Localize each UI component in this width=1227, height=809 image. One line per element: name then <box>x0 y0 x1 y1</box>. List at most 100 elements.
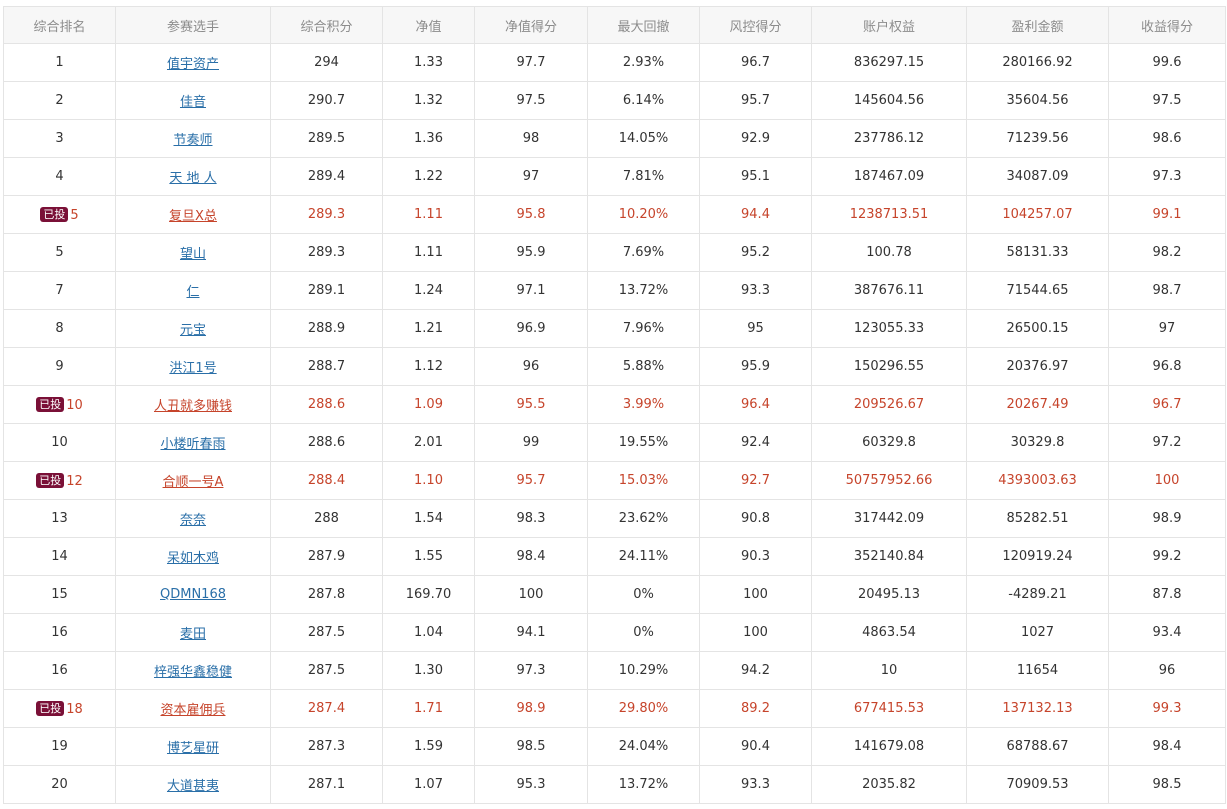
player-link[interactable]: 天 地 人 <box>169 171 217 186</box>
max-drawdown-cell: 10.20% <box>587 195 700 234</box>
max-drawdown-cell: 19.55% <box>587 423 700 462</box>
player-cell: 资本雇佣兵 <box>115 689 271 728</box>
player-link[interactable]: 博艺星研 <box>166 741 219 756</box>
col-header-nav-score[interactable]: 净值得分 <box>474 6 588 44</box>
player-link[interactable]: 资本雇佣兵 <box>160 703 226 718</box>
player-link[interactable]: 小楼听春雨 <box>160 437 226 452</box>
risk-score-cell: 92.4 <box>699 423 812 462</box>
max-drawdown-cell: 23.62% <box>587 499 700 538</box>
invested-badge: 已投 <box>36 700 65 716</box>
nav-score-cell: 98.9 <box>474 689 588 728</box>
nav-cell: 1.32 <box>382 81 475 120</box>
max-drawdown-cell: 3.99% <box>587 385 700 424</box>
rank-value: 13 <box>51 511 68 526</box>
col-header-score[interactable]: 综合积分 <box>270 6 383 44</box>
risk-score-cell: 96.4 <box>699 385 812 424</box>
table-row: 13 奈奈 288 1.54 98.3 23.62% 90.8 317442.09 85282.… <box>3 499 1226 538</box>
return-score-cell: 98.5 <box>1108 765 1226 804</box>
player-link[interactable]: 望山 <box>179 247 206 262</box>
score-cell: 288.4 <box>270 461 383 500</box>
player-link[interactable]: 元宝 <box>179 323 206 338</box>
return-score-cell: 96.8 <box>1108 347 1226 386</box>
score-cell: 287.1 <box>270 765 383 804</box>
player-link[interactable]: 大道甚夷 <box>166 779 219 794</box>
player-link[interactable]: 麦田 <box>179 627 206 642</box>
nav-score-cell: 96.9 <box>474 309 588 348</box>
col-header-risk-score[interactable]: 风控得分 <box>699 6 812 44</box>
score-cell: 287.5 <box>270 651 383 690</box>
profit-cell: 104257.07 <box>966 195 1109 234</box>
risk-score-cell: 95 <box>699 309 812 348</box>
player-cell: 麦田 <box>115 613 271 652</box>
table-row: 已投 18 资本雇佣兵 287.4 1.71 98.9 29.80% 89.2 677415.5… <box>3 689 1226 728</box>
player-link[interactable]: 合顺一号A <box>162 475 224 490</box>
risk-score-cell: 92.9 <box>699 119 812 158</box>
score-cell: 287.8 <box>270 575 383 614</box>
profit-cell: 4393003.63 <box>966 461 1109 500</box>
col-header-max-drawdown[interactable]: 最大回撤 <box>587 6 700 44</box>
table-row: 已投 5 复旦X总 289.3 1.11 95.8 10.20% 94.4 1238713.51… <box>3 195 1226 234</box>
player-link[interactable]: 复旦X总 <box>169 209 217 224</box>
equity-cell: 237786.12 <box>811 119 967 158</box>
equity-cell: 141679.08 <box>811 727 967 766</box>
profit-cell: 34087.09 <box>966 157 1109 196</box>
rank-value: 16 <box>51 625 68 640</box>
rank-value: 18 <box>66 701 83 717</box>
return-score-cell: 87.8 <box>1108 575 1226 614</box>
nav-cell: 1.71 <box>382 689 475 728</box>
col-header-rank[interactable]: 综合排名 <box>3 6 116 44</box>
player-link[interactable]: 值宇资产 <box>166 57 219 72</box>
return-score-cell: 100 <box>1108 461 1226 500</box>
col-header-return-score[interactable]: 收益得分 <box>1108 6 1226 44</box>
nav-cell: 1.59 <box>382 727 475 766</box>
return-score-cell: 99.2 <box>1108 537 1226 576</box>
invested-badge: 已投 <box>36 396 65 412</box>
player-link[interactable]: 呆如木鸡 <box>166 551 219 566</box>
rank-cell: 16 <box>3 651 116 690</box>
nav-cell: 1.54 <box>382 499 475 538</box>
profit-cell: 70909.53 <box>966 765 1109 804</box>
return-score-cell: 97.2 <box>1108 423 1226 462</box>
table-row: 15 QDMN168 287.8 169.70 100 0% 100 20495.13 -428… <box>3 575 1226 614</box>
player-link[interactable]: 佳音 <box>179 95 206 110</box>
profit-cell: -4289.21 <box>966 575 1109 614</box>
return-score-cell: 99.6 <box>1108 43 1226 82</box>
invested-badge: 已投 <box>40 206 69 222</box>
player-link[interactable]: 奈奈 <box>179 513 206 528</box>
rank-cell: 10 <box>3 423 116 462</box>
table-row: 1 值宇资产 294 1.33 97.7 2.93% 96.7 836297.15 280166… <box>3 43 1226 82</box>
player-link[interactable]: 人丑就多赚钱 <box>153 399 232 414</box>
player-link[interactable]: 节奏师 <box>173 133 213 148</box>
max-drawdown-cell: 0% <box>587 613 700 652</box>
equity-cell: 836297.15 <box>811 43 967 82</box>
col-header-equity[interactable]: 账户权益 <box>811 6 967 44</box>
player-link[interactable]: 梓强华鑫稳健 <box>153 665 232 680</box>
player-link[interactable]: 洪江1号 <box>169 361 217 376</box>
equity-cell: 317442.09 <box>811 499 967 538</box>
player-link[interactable]: QDMN168 <box>160 587 226 602</box>
col-header-profit[interactable]: 盈利金额 <box>966 6 1109 44</box>
risk-score-cell: 100 <box>699 613 812 652</box>
profit-cell: 120919.24 <box>966 537 1109 576</box>
rank-value: 5 <box>55 245 64 260</box>
col-header-nav[interactable]: 净值 <box>382 6 475 44</box>
col-header-player[interactable]: 参赛选手 <box>115 6 271 44</box>
nav-cell: 1.24 <box>382 271 475 310</box>
table-row: 19 博艺星研 287.3 1.59 98.5 24.04% 90.4 141679.08 68… <box>3 727 1226 766</box>
rank-value: 9 <box>55 359 64 374</box>
nav-cell: 1.55 <box>382 537 475 576</box>
rank-cell: 8 <box>3 309 116 348</box>
player-cell: 合顺一号A <box>115 461 271 500</box>
return-score-cell: 97.5 <box>1108 81 1226 120</box>
profit-cell: 20267.49 <box>966 385 1109 424</box>
player-link[interactable]: 仁 <box>186 285 200 300</box>
rank-cell: 19 <box>3 727 116 766</box>
rank-cell: 13 <box>3 499 116 538</box>
equity-cell: 100.78 <box>811 233 967 272</box>
rank-cell: 7 <box>3 271 116 310</box>
rank-cell: 1 <box>3 43 116 82</box>
rank-value: 1 <box>55 55 64 70</box>
rank-value: 7 <box>55 283 64 298</box>
equity-cell: 4863.54 <box>811 613 967 652</box>
nav-score-cell: 98.5 <box>474 727 588 766</box>
